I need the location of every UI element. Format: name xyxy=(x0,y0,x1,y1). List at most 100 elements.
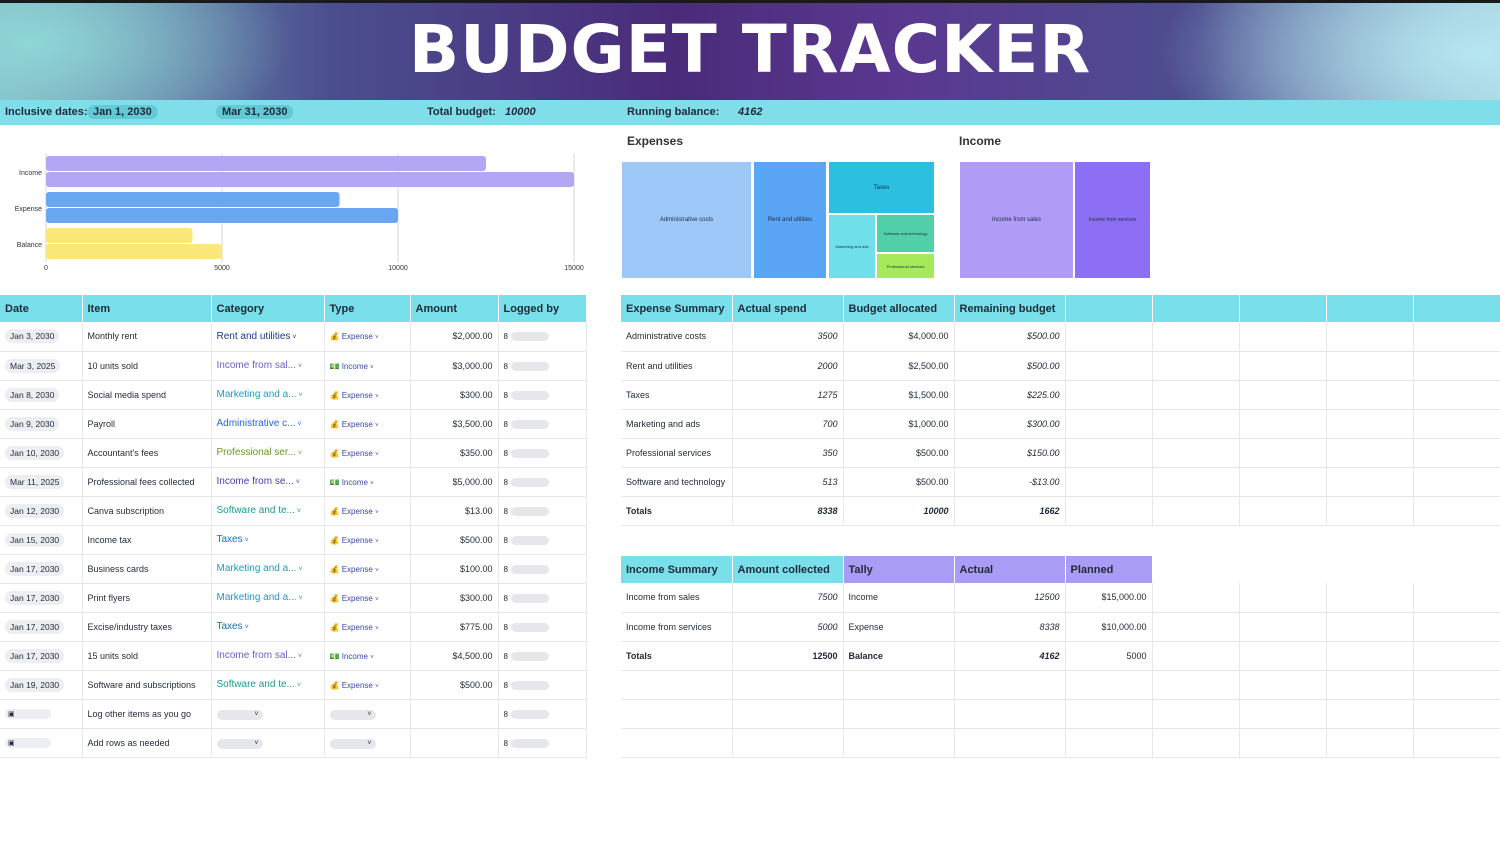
type-cell[interactable]: 💰 Expense ˅ xyxy=(324,496,411,526)
date-chip[interactable]: Jan 8, 2030 xyxy=(5,387,60,402)
empty-cell[interactable] xyxy=(1065,409,1153,439)
tally-cell[interactable]: Expense xyxy=(843,612,955,642)
table-row[interactable]: Rent and utilities 2000 $2,500.00 $500.00 xyxy=(621,351,1500,381)
type-cell[interactable]: 💵 Income ˅ xyxy=(324,641,411,671)
amount-cell[interactable]: $3,500.00 xyxy=(410,409,499,439)
person-chip[interactable]: 8 xyxy=(504,738,549,748)
empty-cell[interactable] xyxy=(843,670,955,700)
bar-expense-1[interactable] xyxy=(46,208,398,223)
planned-cell[interactable]: $15,000.00 xyxy=(1065,583,1153,613)
empty-cell[interactable] xyxy=(1413,438,1500,468)
person-chip[interactable]: 8 xyxy=(504,332,549,342)
person-chip[interactable]: 8 xyxy=(504,593,549,603)
category-cell[interactable]: Income from se... ˅ xyxy=(211,467,325,497)
budget-allocated-cell[interactable]: $1,500.00 xyxy=(843,380,955,410)
logged-by-cell[interactable]: 8 xyxy=(498,525,587,555)
empty-cell[interactable] xyxy=(1239,612,1327,642)
logged-by-cell[interactable]: 8 xyxy=(498,380,587,410)
chevron-down-icon[interactable]: ˅ xyxy=(290,333,297,341)
empty-category-dropdown[interactable]: ˅ xyxy=(216,738,263,749)
budget-allocated-cell[interactable]: $500.00 xyxy=(843,467,955,497)
logged-by-cell[interactable]: 8 xyxy=(498,467,587,497)
amount-cell[interactable]: $500.00 xyxy=(410,525,499,555)
item-cell[interactable]: Income tax xyxy=(82,525,212,555)
empty-cell[interactable] xyxy=(1065,670,1153,700)
totals-tally[interactable]: Balance xyxy=(843,641,955,671)
income-name-cell[interactable]: Income from sales xyxy=(621,583,733,613)
empty-cell[interactable] xyxy=(621,699,733,729)
planned-cell[interactable]: $10,000.00 xyxy=(1065,612,1153,642)
empty-cell[interactable] xyxy=(1065,496,1153,526)
table-row[interactable]: Jan 3, 2030 Monthly rent Rent and utilitie… xyxy=(0,322,587,352)
logged-by-cell[interactable]: 8 xyxy=(498,438,587,468)
col-header-amount[interactable]: Amount xyxy=(410,295,499,322)
empty-table-row[interactable]: ▣ Add rows as needed ˅ ˅ 8 xyxy=(0,728,587,758)
empty-cell[interactable] xyxy=(1152,409,1240,439)
date-chip[interactable]: Mar 3, 2025 xyxy=(5,358,61,373)
expense-name-cell[interactable]: Marketing and ads xyxy=(621,409,733,439)
date-cell[interactable]: Jan 17, 2030 xyxy=(0,641,83,671)
col-header-category[interactable]: Category xyxy=(211,295,325,322)
person-chip[interactable]: 8 xyxy=(504,361,549,371)
category-cell[interactable]: Administrative c... ˅ xyxy=(211,409,325,439)
expense-name-cell[interactable]: Rent and utilities xyxy=(621,351,733,381)
type-cell[interactable]: 💵 Income ˅ xyxy=(324,351,411,381)
empty-category-dropdown[interactable]: ˅ xyxy=(216,709,263,720)
col-header-income-summary[interactable]: Income Summary xyxy=(621,556,733,583)
chevron-down-icon[interactable]: ˅ xyxy=(294,508,301,515)
item-cell[interactable]: Professional fees collected xyxy=(82,467,212,497)
type-dropdown[interactable]: 💵 Income ˅ xyxy=(330,478,374,487)
category-cell[interactable]: Taxes ˅ xyxy=(211,525,325,555)
logged-by-cell[interactable]: 8 xyxy=(498,322,587,352)
date-chip[interactable]: Jan 17, 2030 xyxy=(5,561,65,576)
person-chip[interactable]: 8 xyxy=(504,709,549,719)
empty-cell[interactable] xyxy=(1065,728,1153,758)
budget-allocated-cell[interactable]: $4,000.00 xyxy=(843,322,955,352)
amount-cell[interactable]: $775.00 xyxy=(410,612,499,642)
date-chip[interactable]: Jan 15, 2030 xyxy=(5,532,65,547)
empty-table-row[interactable] xyxy=(621,670,1500,700)
date-cell[interactable]: Jan 9, 2030 xyxy=(0,409,83,439)
date-chip[interactable]: Jan 3, 2030 xyxy=(5,329,60,344)
income-name-cell[interactable]: Income from services xyxy=(621,612,733,642)
category-cell[interactable]: Marketing and a... ˅ xyxy=(211,554,325,584)
amount-cell[interactable]: $5,000.00 xyxy=(410,467,499,497)
col-header-budget-allocated[interactable]: Budget allocated xyxy=(843,295,955,322)
date-chip[interactable]: Jan 10, 2030 xyxy=(5,445,65,460)
category-cell[interactable]: Marketing and a... ˅ xyxy=(211,583,325,613)
chevron-down-icon[interactable]: ˅ xyxy=(296,566,303,573)
empty-cell[interactable] xyxy=(1326,699,1414,729)
category-dropdown[interactable]: Professional ser... xyxy=(216,447,296,458)
empty-cell[interactable] xyxy=(1065,380,1153,410)
empty-cell[interactable] xyxy=(1413,612,1500,642)
empty-cell[interactable] xyxy=(1239,728,1327,758)
empty-cell[interactable] xyxy=(954,728,1066,758)
empty-cell[interactable] xyxy=(1326,409,1414,439)
type-cell[interactable]: 💰 Expense ˅ xyxy=(324,322,411,352)
empty-cell[interactable] xyxy=(1326,728,1414,758)
category-dropdown[interactable]: Income from sal... xyxy=(216,650,296,661)
treemap-tile-rent[interactable]: Rent and utilities xyxy=(753,161,827,279)
date-cell[interactable]: Jan 8, 2030 xyxy=(0,380,83,410)
empty-cell[interactable] xyxy=(1239,699,1327,729)
treemap-tile-software[interactable]: Software and technology xyxy=(876,214,935,253)
actual-cell[interactable]: 8338 xyxy=(954,612,1066,642)
empty-cell[interactable] xyxy=(1152,351,1240,381)
amount-cell[interactable]: $3,000.00 xyxy=(410,351,499,381)
budget-allocated-cell[interactable]: $1,000.00 xyxy=(843,409,955,439)
category-dropdown[interactable]: Income from se... xyxy=(216,476,294,487)
logged-by-cell[interactable]: 8 xyxy=(498,583,587,613)
date-cell[interactable]: ▣ xyxy=(0,728,83,758)
item-cell[interactable]: Canva subscription xyxy=(82,496,212,526)
empty-cell[interactable] xyxy=(1152,728,1240,758)
date-cell[interactable]: Jan 3, 2030 xyxy=(0,322,83,352)
empty-cell[interactable] xyxy=(1065,351,1153,381)
treemap-tile-professional[interactable]: Professional services xyxy=(876,253,935,279)
type-dropdown[interactable]: 💰 Expense ˅ xyxy=(330,594,379,603)
empty-cell[interactable] xyxy=(1152,641,1240,671)
type-cell[interactable]: 💰 Expense ˅ xyxy=(324,612,411,642)
empty-cell[interactable] xyxy=(1152,670,1240,700)
empty-cell[interactable] xyxy=(1239,409,1327,439)
empty-cell[interactable] xyxy=(1152,699,1240,729)
remaining-budget-cell[interactable]: $500.00 xyxy=(954,351,1066,381)
